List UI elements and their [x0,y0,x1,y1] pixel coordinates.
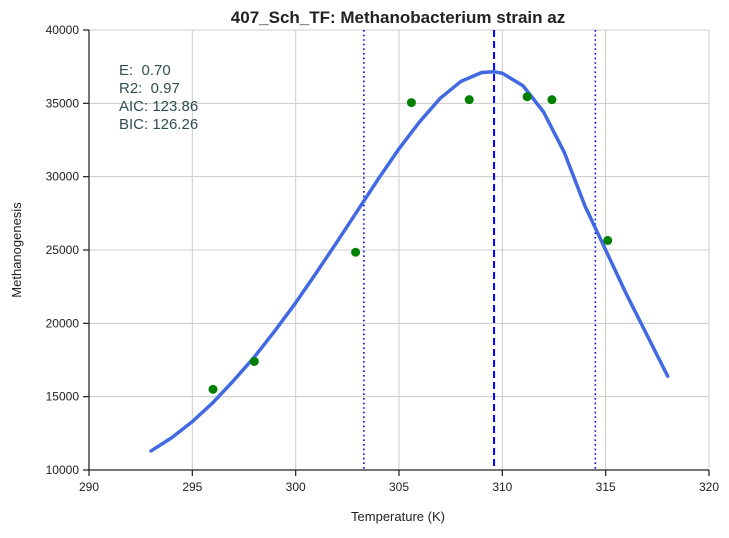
fit-curve-layer [149,70,670,453]
data-point [464,95,474,105]
chart-title: 407_Sch_TF: Methanobacterium strain az [231,8,565,27]
y-tick-label: 40000 [46,23,80,37]
x-tick-label: 315 [596,480,616,494]
y-axis-label: Methanogenesis [9,202,24,298]
grid-layer [89,29,710,470]
y-tick-label: 20000 [46,316,80,330]
x-axis-label: Temperature (K) [351,509,445,524]
y-tick-label: 30000 [46,170,80,184]
data-points-layer [208,92,613,394]
data-point [406,98,416,108]
x-tick-label: 310 [492,480,512,494]
fit-curve [149,70,670,453]
x-tick-label: 290 [79,480,99,494]
stat-aic: AIC: 123.86 [119,98,198,115]
data-point [547,95,557,105]
stat-r2: R2: 0.97 [119,80,180,97]
y-tick-label: 35000 [46,96,80,110]
reference-lines [363,30,597,470]
y-tick-label: 25000 [46,243,80,257]
y-tick-label: 10000 [46,463,80,477]
data-point [603,235,613,245]
x-tick-label: 295 [182,480,202,494]
stat-bic: BIC: 126.26 [119,116,198,133]
x-tick-label: 305 [389,480,409,494]
data-point [522,92,532,102]
fit-statistics: E: 0.70 R2: 0.97 AIC: 123.86 BIC: 126.26 [119,62,198,133]
x-tick-label: 320 [699,480,719,494]
data-point [351,247,361,257]
data-point [249,356,259,366]
x-tick-label: 300 [286,480,306,494]
stat-e: E: 0.70 [119,62,171,79]
axes-layer: 290 295 300 305 310 315 320 10000 15000 20000 2500… [46,23,720,494]
y-tick-label: 15000 [46,390,80,404]
data-point [208,384,218,394]
